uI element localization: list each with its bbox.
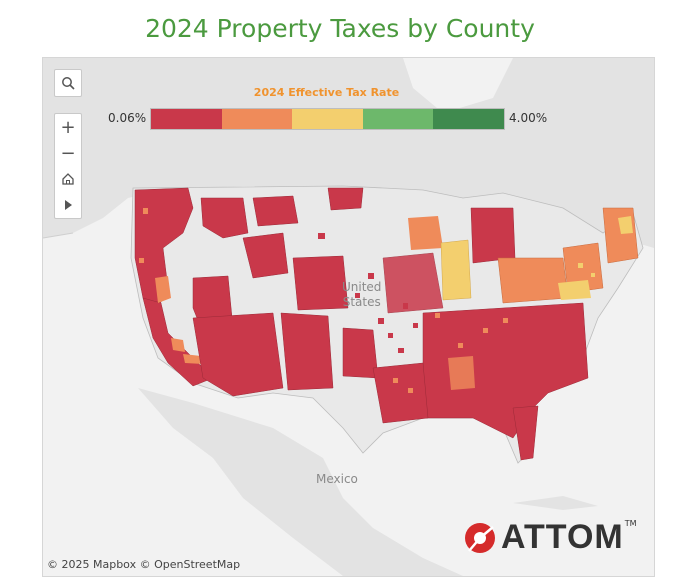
mexico-land xyxy=(138,388,463,576)
map-search-control[interactable] xyxy=(54,69,82,97)
country-label-us-line1: United xyxy=(342,280,382,294)
zoom-out-icon[interactable]: − xyxy=(60,142,76,164)
county-region-michigan xyxy=(470,207,516,264)
home-icon[interactable] xyxy=(55,166,81,192)
county-new-england-vt xyxy=(618,216,633,234)
county-ca-central xyxy=(171,338,185,352)
page-title: 2024 Property Taxes by County xyxy=(145,14,535,43)
legend-segment xyxy=(362,109,434,129)
hudson-bay xyxy=(403,58,513,113)
legend-segment xyxy=(151,109,222,129)
play-icon[interactable] xyxy=(55,192,81,218)
legend-color-bar xyxy=(150,108,505,130)
county-region-arizona xyxy=(192,312,284,397)
county-region-new-mexico xyxy=(280,312,334,391)
cuba-land xyxy=(513,496,598,510)
county-region-north-dakota xyxy=(327,187,364,211)
attom-logo: ATTOM TM xyxy=(463,518,637,557)
county-ca-south xyxy=(183,354,203,364)
county-region-plains xyxy=(382,252,444,314)
county-region-idaho xyxy=(200,197,249,239)
legend-max-label: 4.00% xyxy=(509,111,548,125)
country-label-us-line2: States xyxy=(342,295,381,309)
legend-segment xyxy=(433,109,504,129)
county-region-florida xyxy=(512,405,539,461)
county-ca-north xyxy=(155,276,171,303)
county-region-louisiana xyxy=(448,356,475,390)
county-region-minnesota xyxy=(408,216,443,250)
county-region-illinois xyxy=(440,239,472,301)
map-nav-toolbar: + − xyxy=(54,113,82,219)
attom-logo-mark-icon xyxy=(465,522,495,553)
county-region-ohio-valley xyxy=(497,257,569,304)
legend-segment xyxy=(221,109,293,129)
zoom-in-icon[interactable]: + xyxy=(60,116,76,138)
country-label-us: United States xyxy=(342,280,381,310)
legend-min-label: 0.06% xyxy=(108,111,147,125)
legend-segment xyxy=(292,109,363,129)
search-icon[interactable] xyxy=(55,70,81,96)
county-region-colorado xyxy=(292,255,349,311)
county-region-pacific-nw xyxy=(134,187,194,319)
country-label-mexico: Mexico xyxy=(316,472,358,486)
county-region-texas-west xyxy=(342,327,379,379)
choropleth-map xyxy=(43,58,654,576)
county-region-utah xyxy=(242,232,289,279)
county-region-new-england xyxy=(602,207,639,264)
county-region-pennsylvania xyxy=(558,280,591,300)
map-attribution[interactable]: © 2025 Mapbox © OpenStreetMap xyxy=(47,558,241,571)
attom-logo-text: ATTOM xyxy=(501,518,624,556)
county-region-texas-east xyxy=(372,362,429,424)
map-canvas[interactable] xyxy=(42,57,655,577)
canada-land xyxy=(43,58,654,248)
county-region-montana xyxy=(252,195,299,227)
legend-title: 2024 Effective Tax Rate xyxy=(253,86,400,99)
attom-logo-tm: TM xyxy=(624,519,637,528)
